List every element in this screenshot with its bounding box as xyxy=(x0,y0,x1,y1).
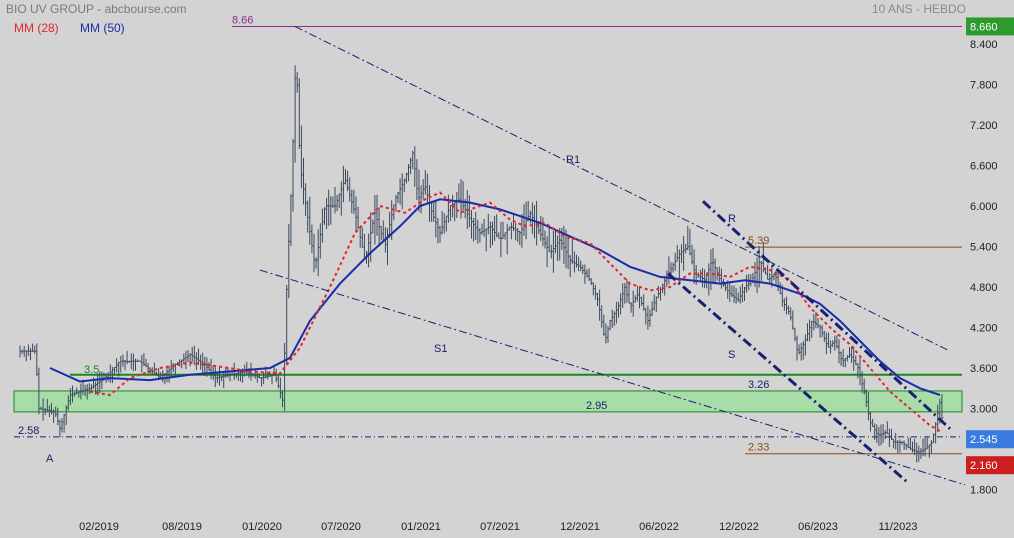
chart-title: BIO UV GROUP - abcbourse.com xyxy=(6,2,187,16)
support-zone-layer xyxy=(13,390,963,413)
level-label-3.5: 3.5 xyxy=(84,364,99,376)
trendline-s1 xyxy=(259,269,966,486)
trendline-label-r1: R1 xyxy=(566,154,580,166)
level-label-2.33: 2.33 xyxy=(748,442,769,454)
y-tick-label: 7.200 xyxy=(970,120,998,132)
trendline-s xyxy=(667,272,909,484)
x-tick-label: 06/2022 xyxy=(639,521,679,533)
level-label-8.66: 8.66 xyxy=(232,14,253,26)
badge-low-text: 2.160 xyxy=(970,460,998,472)
y-tick-label: 4.800 xyxy=(970,282,998,294)
axis-layer: 8.400 7.800 7.200 6.600 6.000 5.400 4.800 4.200… xyxy=(79,39,997,533)
trendline-r xyxy=(701,200,952,430)
trendline-r1 xyxy=(294,26,951,352)
x-tick-label: 12/2022 xyxy=(719,521,759,533)
y-tick-label: 8.400 xyxy=(970,39,998,51)
y-tick-label: 5.400 xyxy=(970,242,998,254)
level-label-5.39: 5.39 xyxy=(748,235,769,247)
y-tick-label: 4.200 xyxy=(970,323,998,335)
annotation-layer: 8.66 5.39 3.5 3.26 2.95 2.58 2.33 R1 S1 R S A 8.660 2… xyxy=(18,14,1014,475)
support-zone xyxy=(13,390,963,413)
badge-high-text: 8.660 xyxy=(970,21,998,33)
x-tick-label: 01/2020 xyxy=(242,521,282,533)
moving-averages-layer xyxy=(49,191,943,433)
level-label-2.95: 2.95 xyxy=(586,400,607,412)
x-tick-label: 07/2020 xyxy=(321,521,361,533)
marker-label-a: A xyxy=(46,453,54,465)
period-label: 10 ANS - HEBDO xyxy=(871,2,966,16)
badge-low xyxy=(966,456,1014,475)
y-tick-label: 3.600 xyxy=(970,363,998,375)
levels-layer xyxy=(14,25,962,455)
trendline-label-r: R xyxy=(728,213,736,225)
x-tick-label: 01/2021 xyxy=(401,521,441,533)
y-tick-label: 7.800 xyxy=(970,80,998,92)
x-tick-label: 06/2023 xyxy=(798,521,838,533)
badge-last-text: 2.545 xyxy=(970,434,998,446)
badge-high xyxy=(966,17,1014,36)
y-tick-label: 1.800 xyxy=(970,485,998,497)
y-tick-label: 6.000 xyxy=(970,201,998,213)
level-label-3.26: 3.26 xyxy=(748,379,769,391)
trendline-label-s1: S1 xyxy=(434,343,447,355)
mm50-line xyxy=(49,198,941,396)
y-tick-label: 6.600 xyxy=(970,161,998,173)
legend-mm50: MM (50) xyxy=(80,21,125,35)
x-tick-label: 02/2019 xyxy=(79,521,119,533)
trendlines-layer xyxy=(259,26,966,486)
x-tick-label: 12/2021 xyxy=(560,521,600,533)
x-tick-label: 07/2021 xyxy=(480,521,520,533)
legend-mm28: MM (28) xyxy=(14,21,59,35)
trendline-label-s: S xyxy=(728,349,735,361)
x-tick-label: 11/2023 xyxy=(879,521,918,533)
badge-last xyxy=(966,430,1014,449)
x-tick-label: 08/2019 xyxy=(162,521,202,533)
level-label-2.58: 2.58 xyxy=(18,425,39,437)
y-tick-label: 3.000 xyxy=(970,404,998,416)
